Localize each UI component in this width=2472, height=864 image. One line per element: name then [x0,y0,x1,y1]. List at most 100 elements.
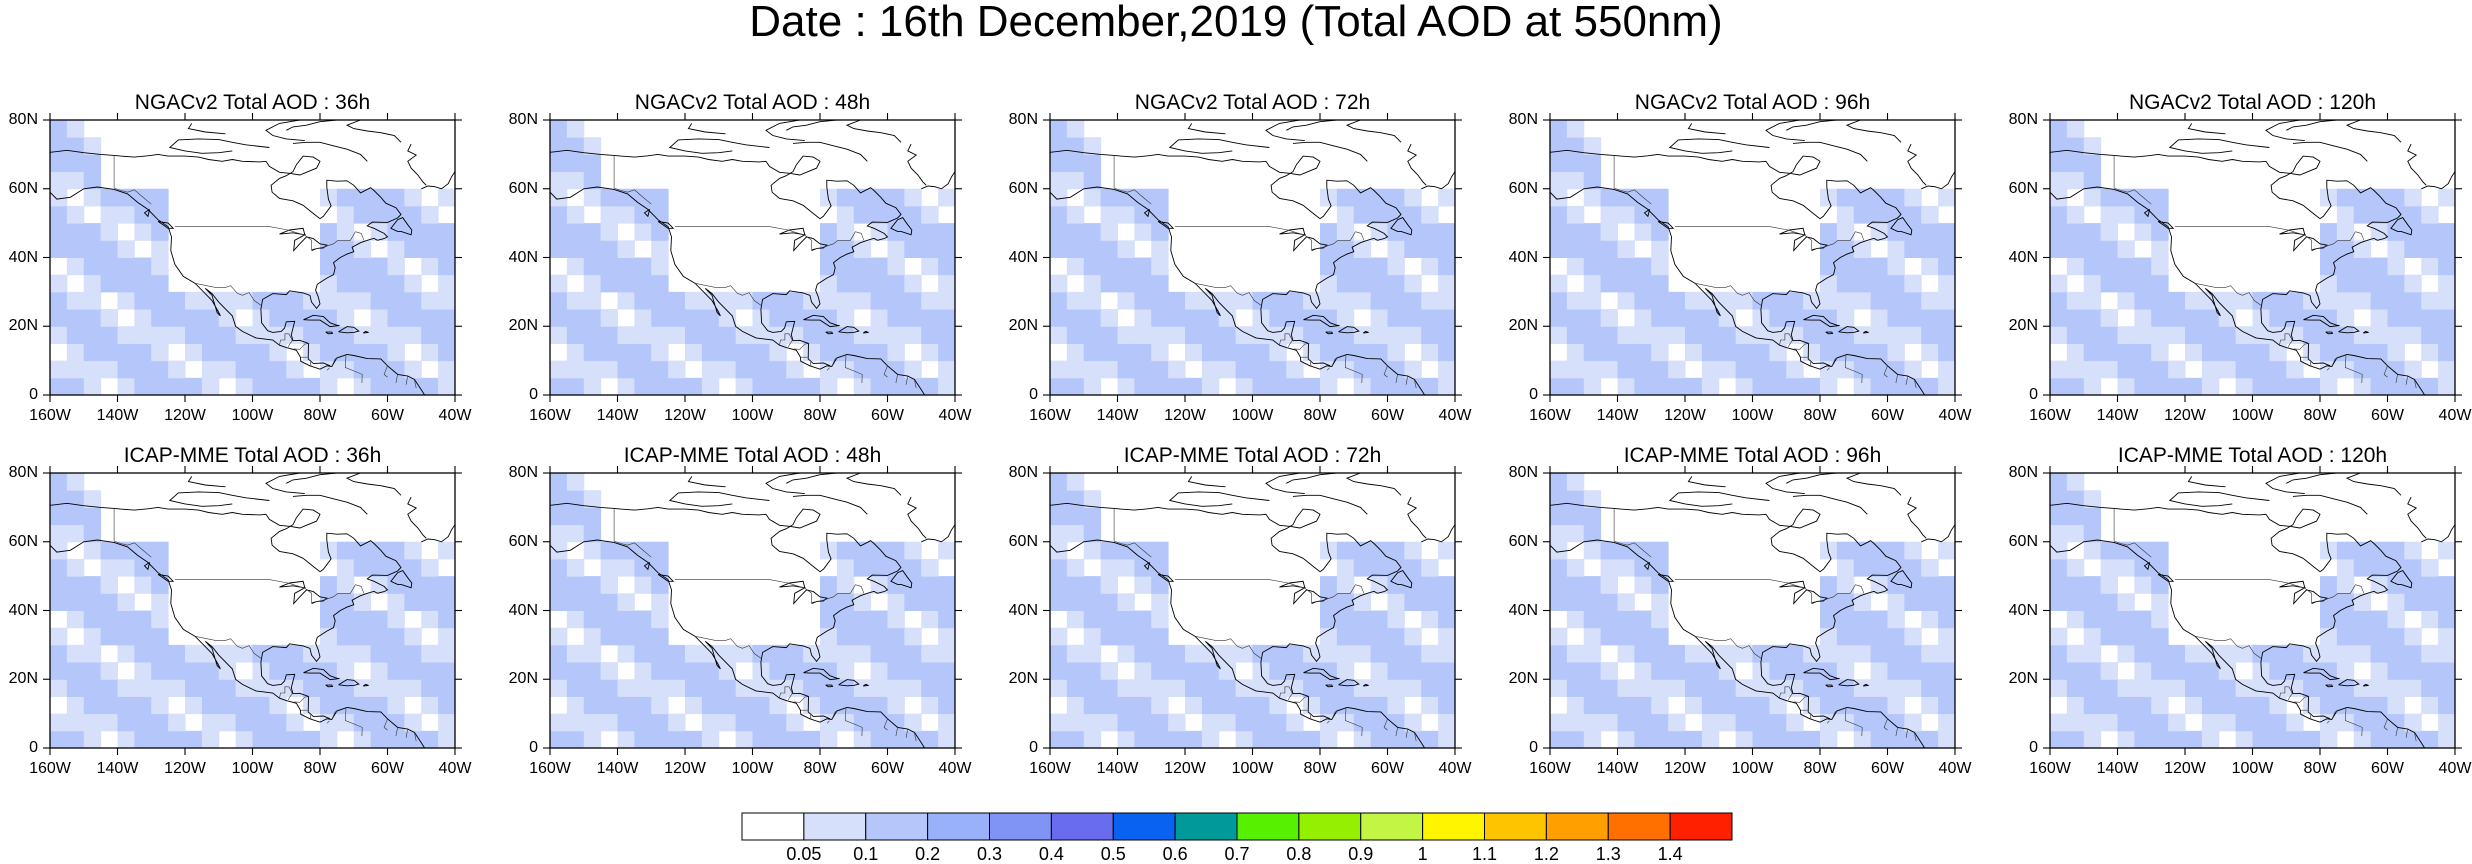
lon-tick-label: 140W [596,760,639,777]
colorbar-swatch [1360,812,1424,841]
lon-tick-label: 60W [1371,407,1404,424]
colorbar-label: 0.8 [1286,844,1312,864]
lon-tick-label: 120W [2164,760,2206,777]
country-borders [113,155,417,389]
lon-tick-label: 160W [529,407,571,424]
lon-tick-label: 140W [96,407,139,424]
colorbar-swatch [1050,812,1114,841]
lat-tick-label: 40N [508,601,538,619]
lon-tick-label: 80W [303,760,337,777]
coastlines [550,473,955,748]
lat-tick-label: 40N [2008,601,2038,619]
lat-tick-label: 60N [2008,179,2038,197]
aod-field [550,120,955,395]
map-panel [1043,113,1462,402]
aod-field [1050,473,1455,748]
colorbar-swatch [865,812,929,841]
country-borders [113,508,417,742]
lat-tick-label: 20N [1008,670,1038,688]
colorbar-label: 1.1 [1471,844,1498,864]
lat-tick-label: 20N [1508,317,1538,335]
lon-tick-label: 80W [2303,407,2337,424]
lon-tick-label: 140W [1096,407,1139,424]
lon-tick-label: 160W [29,760,71,777]
lon-tick-label: 140W [1596,407,1639,424]
colorbar-swatch [1236,812,1300,841]
lat-tick-label: 20N [508,670,538,688]
lat-tick-label: 80N [2008,111,2038,128]
lat-tick-label: 20N [8,317,38,335]
axis-ticks [2043,113,2462,402]
lon-tick-label: 40W [938,760,972,777]
coastlines [1550,473,1955,748]
lon-tick-label: 100W [731,760,774,777]
lon-tick-label: 100W [2231,407,2274,424]
lon-tick-label: 160W [2029,760,2071,777]
lat-tick-label: 60N [1008,179,1038,197]
colorbar-swatch [989,812,1052,841]
coastlines [2050,473,2455,748]
lon-tick-label: 140W [1096,760,1139,777]
lon-tick-label: 80W [1303,760,1337,777]
map-panel [2043,466,2462,755]
lat-tick-label: 80N [1508,464,1538,481]
axis-ticks [43,113,462,402]
panel-title: ICAP-MME Total AOD : 120h [2117,444,2388,467]
colorbar-label: 0.4 [1038,844,1064,864]
aod-field [550,473,955,748]
axis-ticks [2043,466,2462,755]
lon-tick-label: 120W [664,407,706,424]
country-borders [613,155,917,389]
lon-tick-label: 140W [2096,407,2139,424]
country-borders [2113,508,2417,742]
colorbar-label: 0.1 [853,844,879,864]
lat-tick-label: 80N [1008,464,1038,481]
lon-tick-label: 40W [438,760,472,777]
lat-tick-label: 0 [529,386,538,403]
colorbar-label: 1 [1417,844,1428,864]
lon-tick-label: 40W [2438,407,2472,424]
lat-tick-label: 0 [1029,386,1038,403]
aod-field [2050,473,2455,748]
colorbar-swatch [1298,812,1362,841]
lon-tick-label: 160W [29,407,71,424]
lat-tick-label: 20N [8,670,38,688]
lon-tick-label: 40W [938,407,972,424]
colorbar-swatch [1484,812,1547,841]
panel-title: NGACv2 Total AOD : 36h [134,91,371,114]
lon-tick-label: 120W [1164,760,1206,777]
lat-tick-label: 40N [508,248,538,266]
lon-tick-label: 120W [2164,407,2206,424]
lon-tick-label: 60W [871,407,904,424]
coastlines [1550,120,1955,395]
coastlines [2050,120,2455,395]
lon-tick-label: 140W [2096,760,2139,777]
axis-ticks [1043,466,1462,755]
aod-field [1550,120,1955,395]
country-borders [1613,155,1917,389]
lat-tick-label: 80N [508,464,538,481]
lon-tick-label: 40W [2438,760,2472,777]
lon-tick-label: 100W [1731,760,1774,777]
lat-tick-label: 0 [29,386,38,403]
lat-tick-label: 0 [2029,739,2038,756]
lon-tick-label: 160W [529,760,571,777]
panel-title: ICAP-MME Total AOD : 72h [1123,444,1382,467]
aod-field [1550,473,1955,748]
axis-ticks [543,113,962,402]
country-borders [1113,155,1417,389]
panel-title: ICAP-MME Total AOD : 36h [123,444,382,467]
lon-tick-label: 160W [1029,760,1071,777]
map-panel [543,113,962,402]
axis-ticks [43,466,462,755]
country-borders [2113,155,2417,389]
lat-tick-label: 80N [2008,464,2038,481]
panel-title: NGACv2 Total AOD : 48h [634,91,871,114]
lat-tick-label: 40N [1508,601,1538,619]
lon-tick-label: 80W [303,407,337,424]
colorbar-swatch [1174,812,1238,841]
colorbar-label: 0.3 [976,844,1003,864]
coastlines [50,120,455,395]
colorbar-swatch [1669,812,1733,841]
